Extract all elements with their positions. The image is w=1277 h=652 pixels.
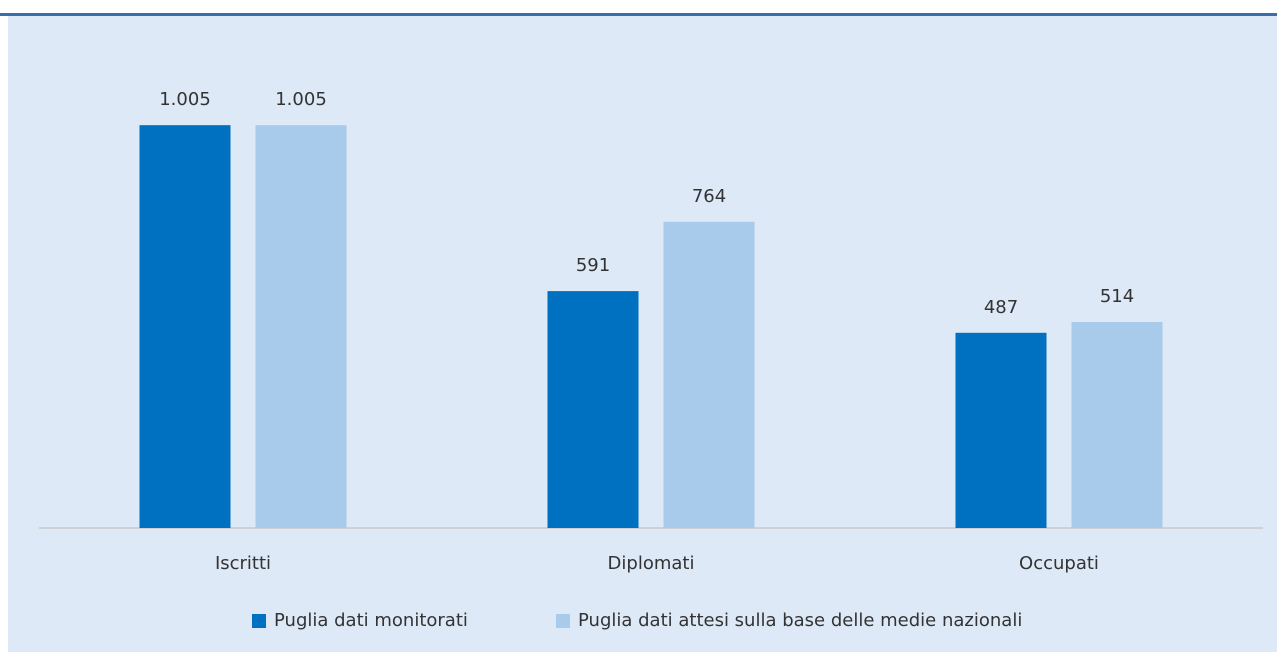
bar [1071,321,1163,528]
bar [139,125,231,528]
value-label: 1.005 [275,89,327,110]
header-rule [0,13,1277,16]
bar [255,125,347,528]
legend-swatch [556,614,570,628]
value-label: 591 [576,255,610,276]
legend-label: Puglia dati attesi sulla base delle medi… [578,610,1022,631]
legend-swatch [252,614,266,628]
value-label: 514 [1100,286,1134,307]
bar [663,221,755,528]
bar [955,332,1047,528]
x-tick-label: Occupati [1019,553,1099,574]
x-tick-label: Diplomati [608,553,695,574]
value-label: 487 [984,297,1018,318]
legend-label: Puglia dati monitorati [274,610,468,631]
value-label: 764 [692,186,726,207]
x-tick-label: Iscritti [215,553,271,574]
bar [547,291,639,528]
value-label: 1.005 [159,89,211,110]
